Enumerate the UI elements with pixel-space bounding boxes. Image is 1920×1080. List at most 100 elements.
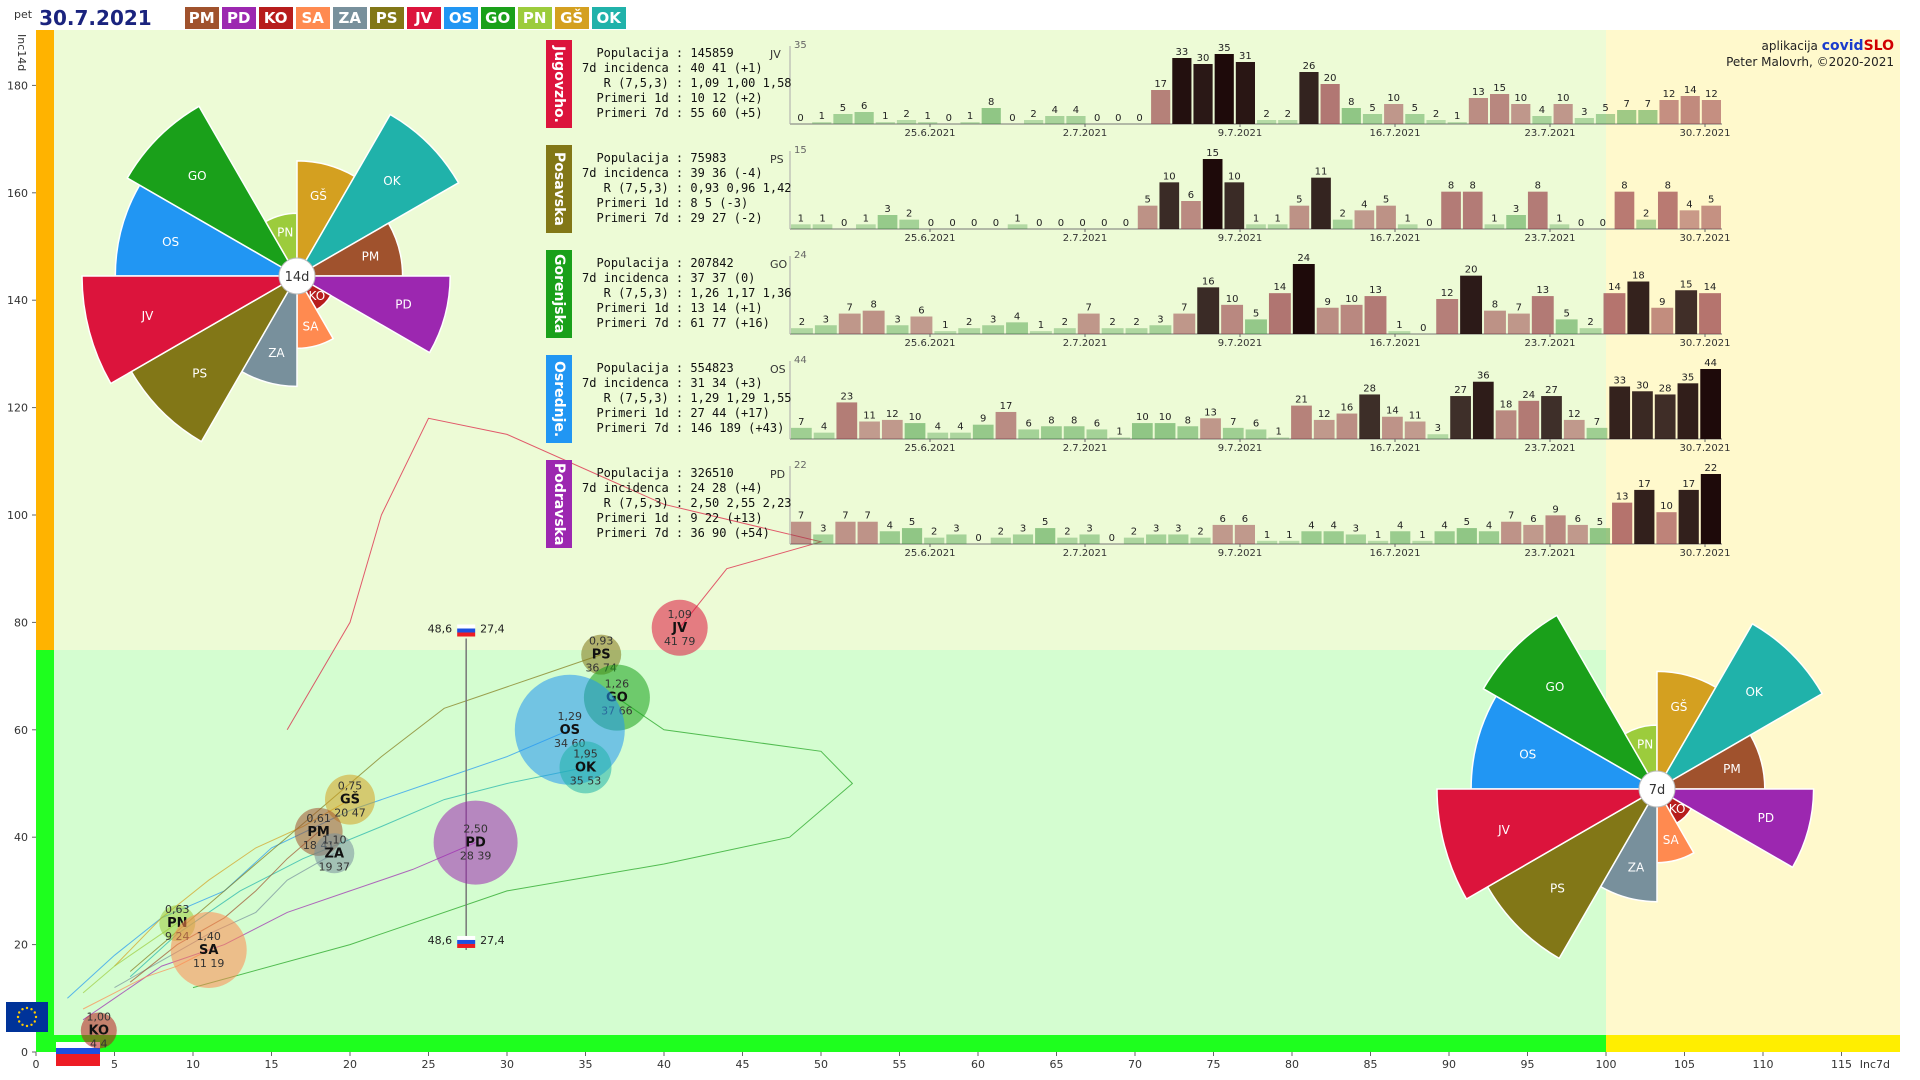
bar-value-label: 0 bbox=[1600, 218, 1606, 229]
bar-value-label: 8 bbox=[1185, 415, 1191, 426]
x-tick-label: 85 bbox=[1364, 1058, 1378, 1071]
bar bbox=[1177, 426, 1199, 439]
bar-value-label: 8 bbox=[1048, 415, 1054, 426]
bar bbox=[862, 310, 885, 334]
si-flag-icon bbox=[457, 624, 476, 629]
bar bbox=[1336, 413, 1358, 439]
bar-value-label: 0 bbox=[1109, 533, 1115, 544]
bar-value-label: 8 bbox=[1665, 181, 1671, 192]
bar-value-label: 10 bbox=[1228, 171, 1241, 182]
bar-date-label: 2.7.2021 bbox=[1063, 443, 1108, 454]
region-stats-go: Populacija : 207842 7d incidenca : 37 37… bbox=[582, 256, 792, 330]
bar bbox=[1212, 524, 1233, 544]
region-tab-ps: Posavska bbox=[546, 145, 572, 233]
bar-value-label: 13 bbox=[1536, 285, 1549, 296]
pie-slice-pd bbox=[294, 275, 451, 354]
bubble-sa bbox=[170, 911, 247, 988]
si-flag-icon bbox=[56, 1042, 100, 1048]
bar-value-label: 1 bbox=[882, 111, 888, 122]
trajectory-ps bbox=[129, 654, 602, 972]
bar-value-label: 2 bbox=[931, 527, 937, 538]
bar-value-label: 0 bbox=[1420, 323, 1426, 334]
bar bbox=[1354, 210, 1375, 229]
bar-value-label: 7 bbox=[864, 511, 870, 522]
bar-value-label: 4 bbox=[1441, 520, 1447, 531]
bar-value-label: 1 bbox=[1419, 530, 1425, 541]
x-tick-label: 55 bbox=[893, 1058, 907, 1071]
bar bbox=[1057, 537, 1078, 544]
legend-badge-ps: PS bbox=[369, 7, 404, 29]
bar-value-label: 2 bbox=[1197, 527, 1203, 538]
bar-value-label: 0 bbox=[1136, 113, 1142, 124]
pie-slice-label: PN bbox=[1637, 738, 1653, 752]
bar bbox=[1131, 423, 1153, 439]
pie-center-label: 7d bbox=[1649, 783, 1666, 798]
pie-slice-label: JV bbox=[141, 309, 155, 323]
bar bbox=[1436, 299, 1459, 334]
x-tick-label: 70 bbox=[1128, 1058, 1142, 1071]
eu-star bbox=[21, 1008, 24, 1011]
bar bbox=[981, 108, 1001, 124]
region-tab-os: Osrednje. bbox=[546, 355, 572, 443]
bar-value-label: 3 bbox=[990, 314, 996, 325]
x-tick-label: 10 bbox=[186, 1058, 200, 1071]
bubble-code-label: OS bbox=[560, 723, 580, 738]
x-tick-label: 0 bbox=[33, 1058, 40, 1071]
bar-value-label: 2 bbox=[903, 109, 909, 120]
bubble-value-label: 19 37 bbox=[319, 860, 351, 873]
bar-value-label: 8 bbox=[988, 97, 994, 108]
pie-slice-label: ZA bbox=[268, 346, 285, 360]
trajectory-pm bbox=[129, 831, 319, 983]
bar-date-label: 25.6.2021 bbox=[905, 233, 956, 244]
bar-value-label: 8 bbox=[1348, 97, 1354, 108]
bar-value-label: 2 bbox=[1433, 109, 1439, 120]
pie-slice-label: SA bbox=[1663, 833, 1680, 847]
legend-badge-pm: PM bbox=[184, 7, 219, 29]
bar-value-label: 12 bbox=[886, 409, 899, 420]
bar-value-label: 0 bbox=[1115, 113, 1121, 124]
bar bbox=[1700, 369, 1721, 439]
y-tick-label: 40 bbox=[14, 831, 28, 844]
bar bbox=[1221, 304, 1244, 334]
bar bbox=[946, 534, 967, 544]
bar-value-label: 8 bbox=[1621, 181, 1627, 192]
x-axis-label: Inc7d bbox=[1860, 1058, 1890, 1071]
bar-value-label: 33 bbox=[1613, 376, 1626, 387]
bar bbox=[1109, 437, 1130, 439]
bar-value-label: 1 bbox=[798, 213, 804, 224]
bar bbox=[1224, 182, 1245, 229]
bar-date-label: 30.7.2021 bbox=[1680, 548, 1731, 559]
bubble-r-label: 1,09 bbox=[667, 608, 692, 621]
zone-lower bbox=[36, 650, 1606, 1052]
bar bbox=[924, 537, 945, 544]
x-tick-label: 15 bbox=[265, 1058, 279, 1071]
bar-date-label: 2.7.2021 bbox=[1063, 548, 1108, 559]
bar-value-label: 17 bbox=[1154, 79, 1167, 90]
bar-value-label: 0 bbox=[1009, 113, 1015, 124]
bar-value-label: 7 bbox=[1623, 99, 1629, 110]
eu-star bbox=[30, 1023, 33, 1026]
bar-value-label: 14 bbox=[1386, 406, 1399, 417]
bar-value-label: 28 bbox=[1659, 383, 1672, 394]
bar-value-label: 9 bbox=[1325, 297, 1331, 308]
bubble-r-label: 1,40 bbox=[196, 930, 221, 943]
bar bbox=[1447, 122, 1467, 124]
zone-bottom-band-right bbox=[1606, 1035, 1900, 1052]
x-tick-label: 20 bbox=[343, 1058, 357, 1071]
x-tick-label: 5 bbox=[111, 1058, 118, 1071]
bar-value-label: 1 bbox=[819, 213, 825, 224]
x-tick-label: 40 bbox=[657, 1058, 671, 1071]
trajectory-os bbox=[67, 729, 570, 999]
bar-value-label: 1 bbox=[1396, 320, 1402, 331]
bubble-r-label: 1,10 bbox=[322, 833, 347, 846]
bubble-gš bbox=[325, 774, 375, 825]
bar-value-label: 14 bbox=[1684, 85, 1697, 96]
bar bbox=[791, 521, 812, 544]
bar bbox=[1545, 515, 1566, 544]
pie-slice-label: ZA bbox=[1628, 860, 1645, 874]
bar bbox=[833, 114, 853, 124]
bar-value-label: 12 bbox=[1441, 288, 1454, 299]
pie-slice-label: PS bbox=[1550, 882, 1565, 896]
y-tick-label: 0 bbox=[21, 1046, 28, 1059]
bar bbox=[1018, 429, 1040, 439]
